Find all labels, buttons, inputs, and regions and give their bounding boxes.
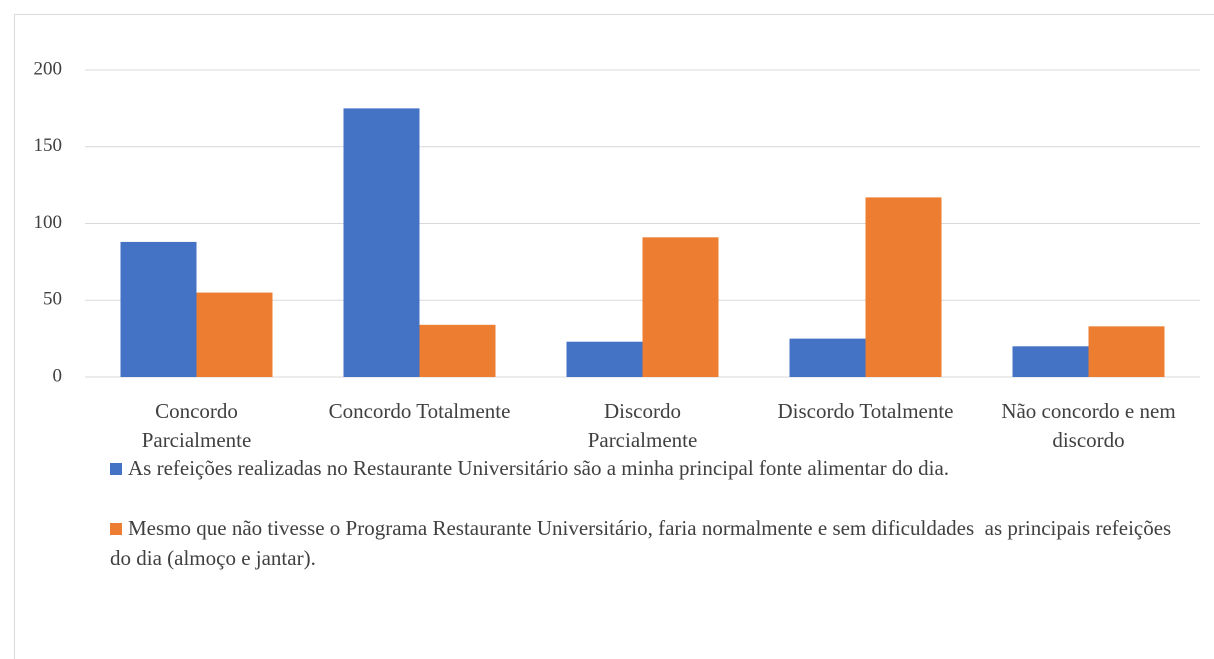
y-tick-label: 200	[34, 58, 63, 79]
bar	[1012, 346, 1089, 377]
y-tick-label: 100	[34, 212, 63, 233]
bar	[120, 241, 197, 377]
bar	[865, 197, 942, 377]
y-tick-label: 0	[53, 365, 63, 386]
legend-entry: Mesmo que não tivesse o Programa Restaur…	[110, 513, 1190, 573]
x-tick-label: Concordo Parcialmente	[141, 399, 252, 452]
legend-entry: As refeições realizadas no Restaurante U…	[110, 453, 1190, 483]
chart-border	[14, 14, 1214, 659]
legend-swatch	[110, 523, 122, 535]
legend-label: As refeições realizadas no Restaurante U…	[128, 456, 950, 480]
bar	[419, 324, 496, 377]
x-tick-label: Discordo Totalmente	[777, 399, 954, 423]
bar	[1088, 326, 1165, 377]
bar	[566, 341, 643, 377]
legend-swatch	[110, 463, 122, 475]
y-tick-label: 150	[34, 135, 63, 156]
x-tick-label: Discordo Parcialmente	[587, 399, 698, 452]
y-tick-label: 50	[43, 289, 62, 310]
bar	[196, 292, 273, 377]
bar	[642, 237, 719, 377]
bar	[343, 108, 420, 377]
bar	[789, 338, 866, 377]
legend-label: Mesmo que não tivesse o Programa Restaur…	[110, 516, 1177, 570]
x-tick-label: Concordo Totalmente	[328, 399, 511, 423]
x-tick-label: Não concordo e nem discordo	[1001, 399, 1176, 452]
